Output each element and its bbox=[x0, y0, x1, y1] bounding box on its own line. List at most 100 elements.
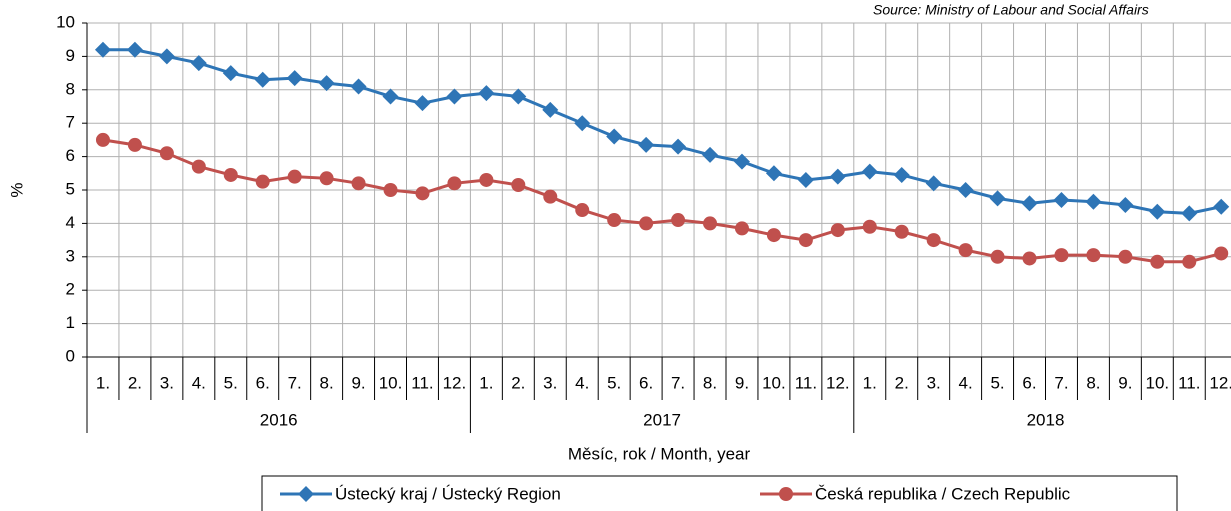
x-tick-label: 2. bbox=[128, 373, 142, 392]
y-tick-label: 2 bbox=[66, 280, 75, 299]
x-tick-label: 3. bbox=[543, 373, 557, 392]
x-tick-label: 9. bbox=[1118, 373, 1132, 392]
point bbox=[298, 486, 314, 502]
point bbox=[479, 172, 494, 187]
x-tick-label: 3. bbox=[927, 373, 941, 392]
x-tick-label: 11. bbox=[411, 373, 433, 392]
point bbox=[1213, 198, 1230, 215]
x-tick-label: 4. bbox=[575, 373, 589, 392]
legend-label: Ústecký kraj / Ústecký Region bbox=[335, 484, 561, 503]
point bbox=[126, 41, 143, 58]
point bbox=[607, 213, 622, 228]
point bbox=[958, 243, 973, 258]
x-tick-label: 6. bbox=[1022, 373, 1036, 392]
point bbox=[1118, 249, 1133, 264]
x-tick-label: 12. bbox=[443, 373, 467, 392]
point bbox=[1021, 195, 1038, 212]
x-tick-label: 6. bbox=[639, 373, 653, 392]
point bbox=[222, 65, 239, 82]
point bbox=[1181, 205, 1198, 222]
year-label: 2016 bbox=[260, 410, 298, 429]
y-tick-label: 8 bbox=[66, 79, 75, 98]
x-tick-label: 8. bbox=[320, 373, 334, 392]
y-tick-label: 6 bbox=[66, 146, 75, 165]
x-tick-label: 8. bbox=[1086, 373, 1100, 392]
y-tick-label: 10 bbox=[56, 12, 75, 31]
point bbox=[95, 132, 110, 147]
point bbox=[543, 189, 558, 204]
point bbox=[734, 221, 749, 236]
y-tick-label: 3 bbox=[66, 246, 75, 265]
point bbox=[1214, 246, 1229, 261]
point bbox=[478, 85, 495, 102]
source-note: Source: Ministry of Labour and Social Af… bbox=[873, 2, 1149, 18]
point bbox=[127, 137, 142, 152]
point bbox=[575, 203, 590, 218]
x-tick-label: 5. bbox=[990, 373, 1004, 392]
point bbox=[733, 153, 750, 170]
point bbox=[1085, 193, 1102, 210]
point bbox=[287, 169, 302, 184]
point bbox=[190, 55, 207, 72]
point bbox=[1022, 251, 1037, 266]
point bbox=[510, 88, 527, 105]
point bbox=[1149, 203, 1166, 220]
x-tick-label: 7. bbox=[1054, 373, 1068, 392]
point bbox=[158, 48, 175, 65]
point bbox=[223, 167, 238, 182]
y-tick-label: 1 bbox=[66, 313, 75, 332]
point bbox=[415, 186, 430, 201]
point bbox=[671, 213, 686, 228]
y-tick-label: 9 bbox=[66, 46, 75, 65]
x-tick-label: 4. bbox=[959, 373, 973, 392]
x-tick-label: 3. bbox=[160, 373, 174, 392]
point bbox=[990, 249, 1005, 264]
point bbox=[254, 71, 271, 88]
x-tick-label: 7. bbox=[671, 373, 685, 392]
point bbox=[925, 175, 942, 192]
y-tick-label: 0 bbox=[66, 346, 75, 365]
x-tick-label: 10. bbox=[762, 373, 786, 392]
point bbox=[574, 115, 591, 132]
point bbox=[702, 146, 719, 163]
y-axis-label: % bbox=[7, 182, 26, 197]
point bbox=[383, 183, 398, 197]
x-tick-label: 5. bbox=[607, 373, 621, 392]
point bbox=[447, 176, 462, 191]
y-tick-label: 7 bbox=[66, 113, 75, 132]
x-tick-label: 12. bbox=[826, 373, 850, 392]
point bbox=[191, 159, 206, 174]
point bbox=[829, 168, 846, 185]
point bbox=[989, 190, 1006, 207]
x-tick-label: 1. bbox=[479, 373, 493, 392]
point bbox=[703, 216, 718, 231]
x-tick-label: 10. bbox=[379, 373, 403, 392]
year-label: 2018 bbox=[1027, 410, 1065, 429]
point bbox=[1053, 192, 1070, 209]
point bbox=[286, 70, 303, 87]
point bbox=[446, 88, 463, 105]
point bbox=[638, 136, 655, 153]
point bbox=[318, 75, 335, 92]
x-tick-label: 9. bbox=[735, 373, 749, 392]
x-tick-label: 4. bbox=[192, 373, 206, 392]
x-tick-label: 8. bbox=[703, 373, 717, 392]
point bbox=[798, 233, 813, 248]
point bbox=[319, 171, 334, 186]
point bbox=[542, 101, 559, 118]
point bbox=[414, 95, 431, 112]
point bbox=[766, 228, 781, 243]
legend-box bbox=[261, 475, 1178, 511]
point bbox=[382, 88, 399, 105]
x-tick-label: 2. bbox=[895, 373, 909, 392]
point bbox=[1117, 197, 1134, 214]
point bbox=[1182, 254, 1197, 269]
x-tick-label: 2. bbox=[511, 373, 525, 392]
x-tick-label: 5. bbox=[224, 373, 238, 392]
y-tick-label: 4 bbox=[66, 213, 75, 232]
legend-label: Česká republika / Czech Republic bbox=[815, 484, 1071, 503]
y-tick-label: 5 bbox=[66, 179, 75, 198]
point bbox=[606, 128, 623, 145]
x-tick-label: 9. bbox=[351, 373, 365, 392]
